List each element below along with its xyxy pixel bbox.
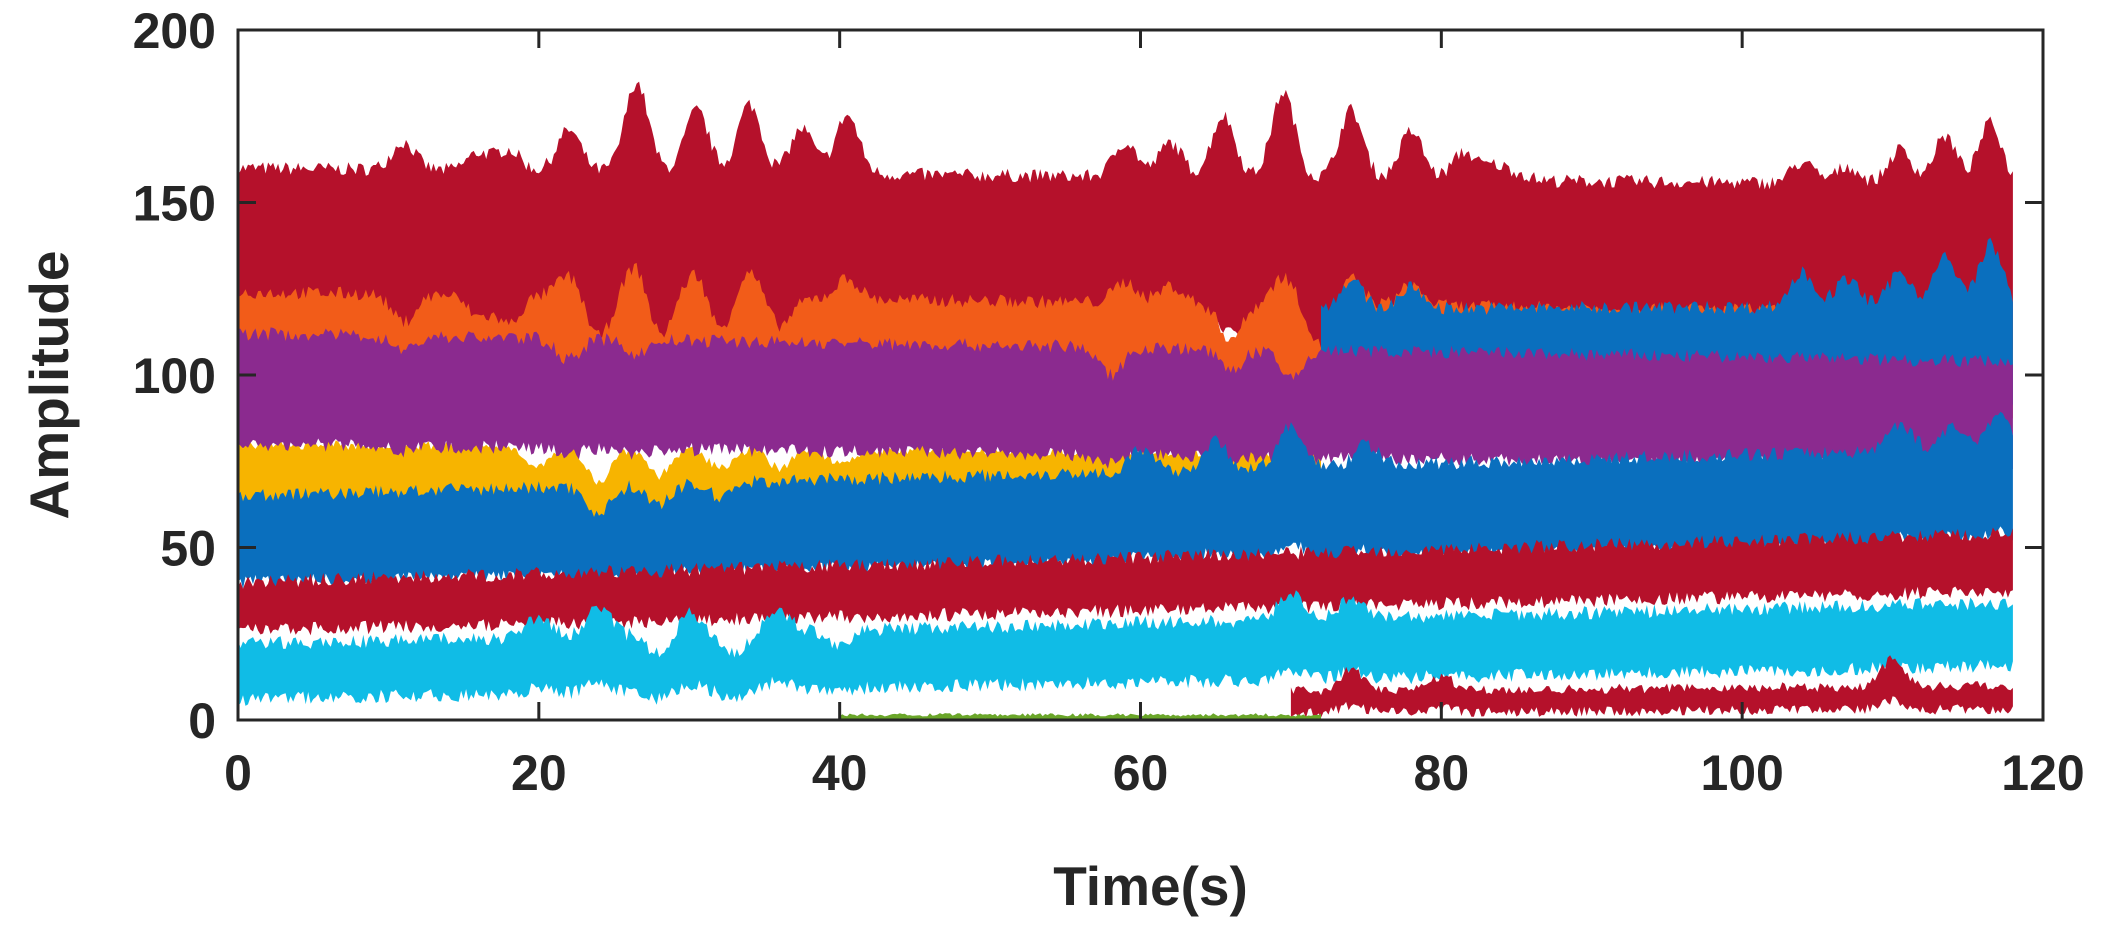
x-tick-label: 20 bbox=[511, 745, 567, 801]
y-tick-label: 150 bbox=[133, 176, 216, 232]
x-tick-label: 80 bbox=[1414, 745, 1470, 801]
x-tick-label: 0 bbox=[224, 745, 252, 801]
y-tick-label: 200 bbox=[133, 3, 216, 59]
x-tick-label: 40 bbox=[812, 745, 868, 801]
x-tick-label: 120 bbox=[2001, 745, 2084, 801]
band-green-9 bbox=[839, 713, 1321, 720]
y-tick-label: 100 bbox=[133, 348, 216, 404]
band-purple-4 bbox=[238, 327, 2013, 472]
axis-ticks bbox=[236, 28, 2045, 722]
band-red-8 bbox=[1290, 655, 2013, 718]
band-cyan-7 bbox=[238, 590, 2013, 706]
y-tick-label: 50 bbox=[160, 521, 216, 577]
y-axis-label: Amplitude bbox=[18, 251, 80, 520]
band-red-6 bbox=[238, 527, 2013, 636]
plot-bands bbox=[238, 81, 2013, 720]
x-tick-label: 60 bbox=[1113, 745, 1169, 801]
x-tick-labels: 0 20 40 60 80 100 120 bbox=[224, 745, 2085, 801]
band-blue-5 bbox=[238, 411, 2013, 591]
x-axis-label: Time(s) bbox=[1053, 855, 1248, 917]
y-tick-labels: 0 50 100 150 200 bbox=[133, 3, 216, 749]
y-tick-label: 0 bbox=[188, 693, 216, 749]
x-tick-label: 100 bbox=[1700, 745, 1783, 801]
